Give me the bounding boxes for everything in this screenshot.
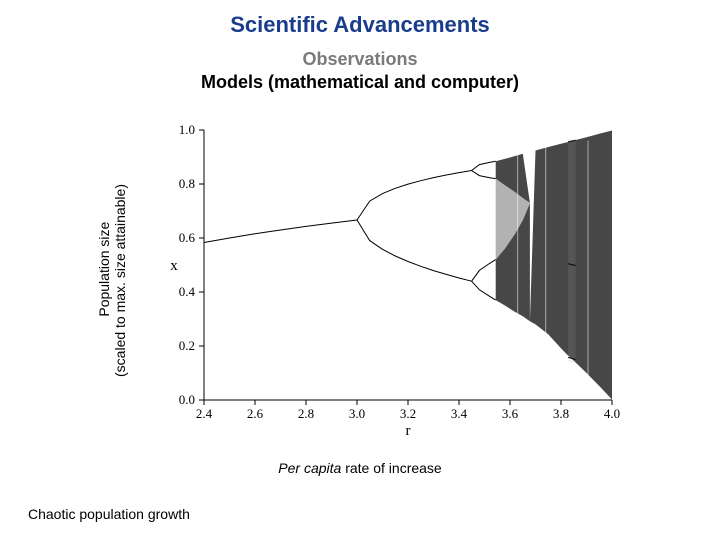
svg-text:2.6: 2.6 xyxy=(247,406,264,421)
svg-text:2.8: 2.8 xyxy=(298,406,314,421)
subtitle-line2: Models (mathematical and computer) xyxy=(201,72,519,92)
xlabel-rest: rate of increase xyxy=(341,460,441,476)
svg-text:4.0: 4.0 xyxy=(604,406,620,421)
svg-text:0.0: 0.0 xyxy=(179,392,195,407)
svg-text:2.4: 2.4 xyxy=(196,406,213,421)
slide-title: Scientific Advancements xyxy=(0,12,720,38)
ylabel-line2: (scaled to max. size attainable) xyxy=(112,184,128,377)
svg-text:3.0: 3.0 xyxy=(349,406,365,421)
svg-text:3.6: 3.6 xyxy=(502,406,519,421)
svg-text:x: x xyxy=(170,258,178,274)
svg-text:3.4: 3.4 xyxy=(451,406,468,421)
chart-wrap: Population size (scaled to max. size att… xyxy=(80,120,634,440)
subtitle-line1: Observations xyxy=(302,49,417,69)
ylabel-line1: Population size xyxy=(96,221,112,316)
slide-caption: Chaotic population growth xyxy=(28,506,190,522)
svg-text:0.6: 0.6 xyxy=(179,230,196,245)
x-axis-label: Per capita rate of increase xyxy=(0,460,720,476)
svg-text:3.8: 3.8 xyxy=(553,406,569,421)
y-axis-label: Population size (scaled to max. size att… xyxy=(80,184,144,377)
svg-text:0.4: 0.4 xyxy=(179,284,196,299)
svg-text:0.2: 0.2 xyxy=(179,338,195,353)
svg-text:r: r xyxy=(406,423,411,439)
svg-text:1.0: 1.0 xyxy=(179,122,195,137)
svg-text:0.8: 0.8 xyxy=(179,176,195,191)
svg-text:3.2: 3.2 xyxy=(400,406,416,421)
bifurcation-chart: 0.0 0.2 0.4 0.6 0.8 1.0 2.4 2.6 2.8 3.0 3.2 3.4 3.6 3… xyxy=(154,120,634,440)
slide-subtitle: Observations Models (mathematical and co… xyxy=(0,48,720,93)
xlabel-italic: Per capita xyxy=(278,460,341,476)
